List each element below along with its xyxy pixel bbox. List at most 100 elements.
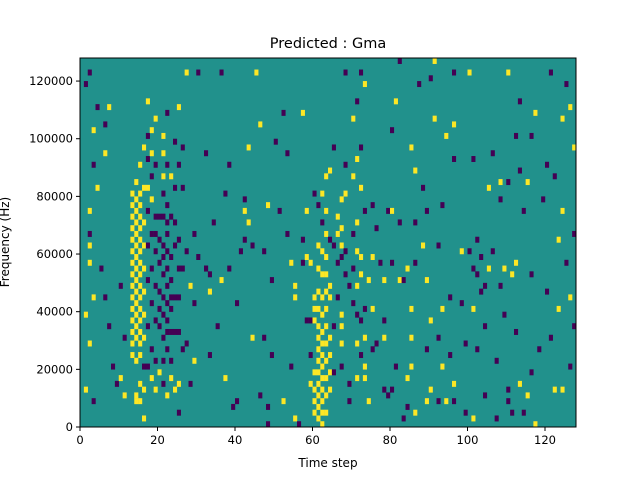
heatmap-cell xyxy=(483,323,488,330)
heatmap-cell xyxy=(134,219,139,226)
heatmap-cell xyxy=(165,248,170,255)
heatmap-cell xyxy=(246,219,251,226)
heatmap-cell xyxy=(176,294,181,301)
heatmap-cell xyxy=(324,305,329,312)
heatmap-cell xyxy=(370,305,375,312)
heatmap-cell xyxy=(130,202,135,209)
heatmap-cell xyxy=(83,311,88,318)
heatmap-cell xyxy=(552,173,557,180)
heatmap-cell xyxy=(316,415,321,422)
heatmap-cell xyxy=(529,132,534,139)
heatmap-cell xyxy=(390,386,395,393)
heatmap-cell xyxy=(134,196,139,203)
heatmap-cell xyxy=(161,334,166,341)
heatmap-cell xyxy=(471,265,476,272)
heatmap-cell xyxy=(165,392,170,399)
heatmap-cell xyxy=(176,236,181,243)
heatmap-cell xyxy=(568,294,573,301)
heatmap-cell xyxy=(510,409,515,416)
heatmap-cell xyxy=(370,202,375,209)
heatmap-cell xyxy=(378,259,383,266)
heatmap-cell xyxy=(359,352,364,359)
x-tick-label: 60 xyxy=(305,433,320,447)
heatmap-cell xyxy=(355,311,360,318)
x-axis-label: Time step xyxy=(297,456,357,470)
heatmap-cell xyxy=(424,398,429,405)
heatmap-cell xyxy=(138,225,143,232)
heatmap-cell xyxy=(161,357,166,364)
heatmap-cell xyxy=(316,403,321,410)
heatmap-cell xyxy=(262,334,267,341)
heatmap-cell xyxy=(316,392,321,399)
heatmap-cell xyxy=(502,265,507,272)
heatmap-cell xyxy=(320,294,325,301)
heatmap-cell xyxy=(324,254,329,260)
heatmap-cell xyxy=(572,323,577,330)
heatmap-cell xyxy=(479,288,484,295)
heatmap-cell xyxy=(366,277,371,284)
heatmap-cell xyxy=(324,340,329,347)
heatmap-cell xyxy=(138,398,143,405)
heatmap-cell xyxy=(339,363,344,370)
heatmap-cell xyxy=(145,184,150,191)
heatmap-cell xyxy=(138,271,143,278)
heatmap-cell xyxy=(138,213,143,220)
heatmap-cell xyxy=(145,156,150,162)
heatmap-cell xyxy=(564,259,569,266)
heatmap-cell xyxy=(343,190,348,197)
heatmap-cell xyxy=(483,282,488,289)
heatmap-cell xyxy=(250,334,255,341)
heatmap-cell xyxy=(328,352,333,359)
heatmap-cell xyxy=(114,380,119,387)
heatmap-cell xyxy=(134,334,139,341)
heatmap-cell xyxy=(157,323,162,330)
heatmap-cell xyxy=(355,282,360,289)
heatmap-cell xyxy=(111,363,116,370)
heatmap-cell xyxy=(459,248,464,255)
heatmap-cell xyxy=(242,196,247,203)
heatmap-cell xyxy=(235,398,240,405)
heatmap-cell xyxy=(153,161,158,168)
heatmap-cell xyxy=(436,242,441,249)
heatmap-cell xyxy=(463,340,468,347)
heatmap-cell xyxy=(498,282,503,289)
heatmap-cell xyxy=(514,328,519,335)
heatmap-cell xyxy=(142,311,147,318)
heatmap-cell xyxy=(467,248,472,255)
heatmap-cell xyxy=(180,346,185,353)
heatmap-cell xyxy=(393,363,398,370)
heatmap-cell xyxy=(308,380,313,387)
heatmap-cell xyxy=(312,386,317,393)
heatmap-cell xyxy=(134,300,139,307)
heatmap-cell xyxy=(145,242,150,249)
heatmap-cell xyxy=(436,398,441,405)
heatmap-cell xyxy=(207,352,212,359)
heatmap-cell xyxy=(176,265,181,272)
heatmap-cell xyxy=(320,219,325,226)
heatmap-cell xyxy=(130,294,135,301)
heatmap-cell xyxy=(413,409,418,416)
heatmap-cell xyxy=(176,409,181,416)
heatmap-cell xyxy=(320,340,325,347)
heatmap-cell xyxy=(134,323,139,330)
heatmap-cell xyxy=(149,300,154,307)
heatmap-cell xyxy=(533,421,538,428)
heatmap-cell xyxy=(351,300,356,307)
heatmap-cell xyxy=(157,236,162,243)
heatmap-cell xyxy=(436,334,441,341)
heatmap-cell xyxy=(122,334,127,341)
heatmap-cell xyxy=(242,207,247,214)
heatmap-cell xyxy=(312,409,317,416)
x-tick-label: 100 xyxy=(457,433,479,447)
heatmap-cell xyxy=(320,398,325,405)
heatmap-cell xyxy=(138,328,143,335)
heatmap-cell xyxy=(242,236,247,243)
heatmap-cell xyxy=(304,207,309,214)
heatmap-cell xyxy=(130,259,135,266)
heatmap-cell xyxy=(149,265,154,272)
heatmap-cell xyxy=(91,294,96,301)
heatmap-cell xyxy=(153,357,158,364)
heatmap-cell xyxy=(405,375,410,382)
heatmap-cell xyxy=(409,363,414,370)
heatmap-cell xyxy=(413,259,418,266)
